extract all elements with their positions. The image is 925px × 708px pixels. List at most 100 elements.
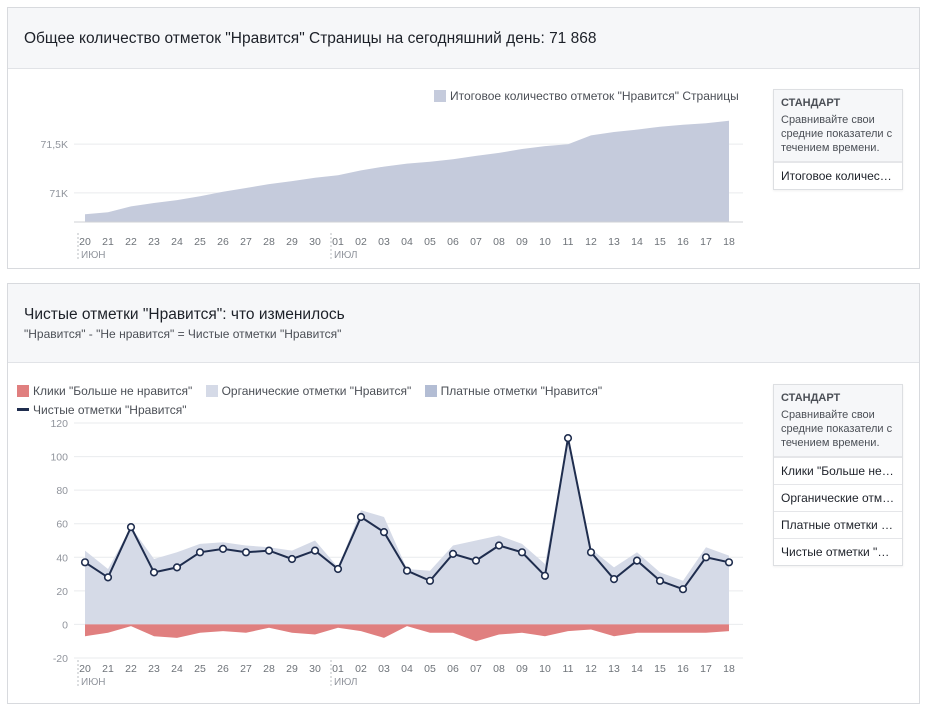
net-likes-point xyxy=(494,541,504,550)
x-tick-label: 05 xyxy=(424,236,436,248)
x-tick-label: 18 xyxy=(723,663,735,675)
month-label: ИЮН xyxy=(81,250,106,261)
total-likes-header: Общее количество отметок "Нравится" Стра… xyxy=(8,8,919,69)
x-tick-label: 07 xyxy=(470,663,482,675)
x-tick-label: 17 xyxy=(700,236,712,248)
month-label: ИЮЛ xyxy=(334,250,357,261)
month-label: ИЮЛ xyxy=(334,677,357,688)
x-tick-label: 07 xyxy=(470,236,482,248)
y-tick-label: 71K xyxy=(49,188,68,200)
x-tick-label: 13 xyxy=(608,663,620,675)
x-tick-label: 02 xyxy=(355,663,367,675)
x-tick-label: 08 xyxy=(493,236,505,248)
legend-label-organic: Органические отметки "Нравится" xyxy=(221,384,412,398)
x-tick-label: 30 xyxy=(309,663,321,675)
net-likes-point xyxy=(264,546,274,555)
net-likes-point xyxy=(356,512,366,522)
x-tick-label: 10 xyxy=(539,663,551,675)
total-likes-panel: Общее количество отметок "Нравится" Стра… xyxy=(7,7,920,269)
benchmark-item-paid[interactable]: Платные отметки "Нравится" xyxy=(774,511,902,538)
legend-swatch-net xyxy=(17,408,29,411)
x-tick-label: 21 xyxy=(102,236,114,248)
x-tick-label: 27 xyxy=(240,236,252,248)
x-tick-label: 24 xyxy=(171,663,183,675)
benchmark-item-unlikes[interactable]: Клики "Больше не нравится" xyxy=(774,457,902,484)
x-tick-label: 30 xyxy=(309,236,321,248)
y-tick-label: 80 xyxy=(56,485,68,497)
legend-label-paid: Платные отметки "Нравится" xyxy=(440,384,603,398)
x-tick-label: 06 xyxy=(447,236,459,248)
x-tick-label: 09 xyxy=(516,236,528,248)
y-tick-label: 100 xyxy=(50,452,68,464)
net-likes-point xyxy=(724,558,734,567)
x-tick-label: 16 xyxy=(677,236,689,248)
net-likes-point xyxy=(425,576,435,585)
x-tick-label: 08 xyxy=(493,663,505,675)
legend-net[interactable]: Чистые отметки "Нравится" xyxy=(17,403,187,417)
x-tick-label: 29 xyxy=(286,236,298,248)
net-likes-point xyxy=(218,544,228,554)
legend-total-likes[interactable]: Итоговое количество отметок "Нравится" С… xyxy=(434,89,739,103)
total-likes-legend: Итоговое количество отметок "Нравится" С… xyxy=(434,89,749,105)
benchmark-box-1: СТАНДАРТ Сравнивайте свои средние показа… xyxy=(773,89,903,190)
net-likes-point xyxy=(448,549,458,559)
y-tick-label: 120 xyxy=(50,418,68,430)
y-tick-label: 60 xyxy=(56,519,68,531)
y-tick-label: 40 xyxy=(56,552,68,564)
net-likes-point xyxy=(678,585,688,594)
x-tick-label: 03 xyxy=(378,663,390,675)
net-likes-title: Чистые отметки "Нравится": что изменилос… xyxy=(24,306,345,323)
x-tick-label: 11 xyxy=(563,663,574,675)
x-tick-label: 27 xyxy=(240,663,252,675)
x-tick-label: 25 xyxy=(194,236,206,248)
legend-organic[interactable]: Органические отметки "Нравится" xyxy=(205,384,412,398)
total-likes-title: Общее количество отметок "Нравится" Стра… xyxy=(24,30,597,47)
y-tick-label: 20 xyxy=(56,586,68,598)
benchmark-item-organic[interactable]: Органические отметки "Нравится" xyxy=(774,484,902,511)
net-likes-point xyxy=(609,575,619,584)
benchmark-item-total-likes[interactable]: Итоговое количество отметок "Нравится" С… xyxy=(774,162,902,189)
net-likes-header: Чистые отметки "Нравится": что изменилос… xyxy=(8,284,919,363)
legend-unlikes[interactable]: Клики "Больше не нравится" xyxy=(17,384,192,398)
unlikes-area xyxy=(85,624,729,642)
x-tick-label: 10 xyxy=(539,236,551,248)
net-likes-panel: Чистые отметки "Нравится": что изменилос… xyxy=(7,283,920,704)
x-tick-label: 12 xyxy=(585,663,597,675)
benchmark-item-net[interactable]: Чистые отметки "Нравится" xyxy=(774,538,902,565)
net-likes-point xyxy=(172,563,182,572)
y-tick-label: -20 xyxy=(53,653,68,665)
net-likes-subtitle: "Нравится" - "Не нравится" = Чистые отме… xyxy=(24,327,342,341)
y-tick-label: 71,5K xyxy=(41,139,68,151)
x-tick-label: 21 xyxy=(102,663,114,675)
x-tick-label: 06 xyxy=(447,663,459,675)
net-likes-point xyxy=(586,548,596,557)
net-likes-point xyxy=(241,548,251,557)
net-likes-point xyxy=(402,566,412,575)
benchmark-description: Сравнивайте свои средние показатели с те… xyxy=(781,409,893,449)
x-tick-label: 29 xyxy=(286,663,298,675)
net-likes-point xyxy=(655,576,665,585)
total-likes-chart: 71K 71,5K 20 21 22 23 24 25 26 27 28 29 30 01 02 03 04 05… xyxy=(41,120,743,261)
x-tick-label: 23 xyxy=(148,663,160,675)
x-tick-label: 26 xyxy=(217,663,229,675)
net-likes-point xyxy=(149,568,159,577)
x-tick-label: 16 xyxy=(677,663,689,675)
benchmark-header: СТАНДАРТ Сравнивайте свои средние показа… xyxy=(774,385,902,457)
legend-swatch-paid xyxy=(424,385,437,397)
net-likes-point xyxy=(126,523,136,532)
net-likes-point xyxy=(471,556,481,565)
legend-paid[interactable]: Платные отметки "Нравится" xyxy=(424,384,603,398)
y-tick-label: 0 xyxy=(62,619,68,631)
x-tick-label: 14 xyxy=(631,236,643,248)
net-likes-point xyxy=(310,546,320,555)
legend-label-total: Итоговое количество отметок "Нравится" С… xyxy=(450,89,739,103)
x-tick-label: 01 xyxy=(332,236,344,248)
net-likes-point xyxy=(379,528,389,537)
x-tick-label: 03 xyxy=(378,236,390,248)
x-tick-label: 05 xyxy=(424,663,436,675)
x-tick-label: 22 xyxy=(125,236,137,248)
x-tick-label: 22 xyxy=(125,663,137,675)
x-tick-label: 02 xyxy=(355,236,367,248)
x-tick-label: 26 xyxy=(217,236,229,248)
